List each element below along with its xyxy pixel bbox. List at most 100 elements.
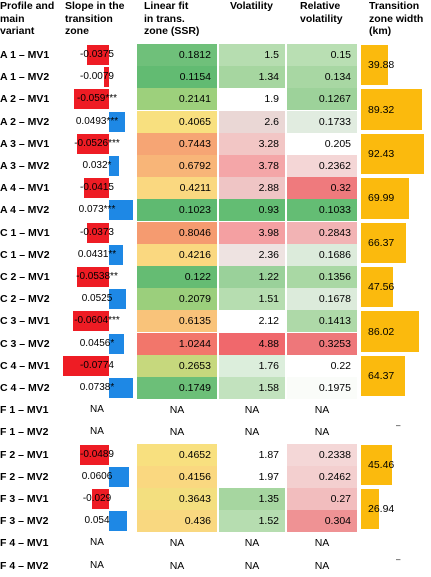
relative-volatility-cell: 0.2843 [287, 221, 357, 244]
slope-bar-cell [59, 156, 135, 176]
volatility-cell: 1.58 [219, 377, 285, 399]
row-label: C 3 – MV2 [0, 337, 50, 350]
width-bar [361, 222, 407, 263]
volatility-cell: 1.35 [219, 488, 285, 510]
relative-volatility-cell: 0.205 [287, 132, 357, 155]
slope-value: NA [90, 559, 104, 571]
header-width: Transition zone width (km) [369, 0, 424, 37]
table-row: F 4 – MV1 NA NA NA NA [0, 532, 431, 555]
ssr-cell: 0.4652 [137, 443, 217, 466]
slope-bar-cell [59, 89, 135, 110]
row-label: F 4 – MV2 [0, 559, 49, 572]
table-row: C 3 – MV1 -0.0604*** 0.6135 2.12 0.1413 [0, 310, 431, 333]
ssr-cell: NA [137, 554, 217, 577]
ssr-cell: 0.4211 [137, 177, 217, 200]
relative-volatility-cell: 0.3253 [287, 332, 357, 355]
slope-bar-cell [59, 200, 135, 221]
volatility-cell: 1.5 [219, 44, 285, 66]
slope-bar-negative [84, 178, 109, 199]
slope-bar-cell [59, 45, 135, 65]
table-row: F 3 – MV1 -0.029 0.3643 1.35 0.27 [0, 488, 431, 510]
width-value: 66.37 [368, 236, 395, 249]
ssr-cell: NA [137, 421, 217, 444]
row-label: F 4 – MV1 [0, 537, 49, 550]
width-missing: – [396, 554, 401, 564]
slope-value: -0.0375 [80, 49, 114, 60]
table-row: F 3 – MV2 0.054 0.436 1.52 0.304 [0, 510, 431, 533]
width-bar [361, 89, 422, 130]
slope-bar-cell [59, 355, 135, 376]
volatility-cell: 1.22 [219, 266, 285, 288]
slope-bar-negative [104, 67, 109, 88]
volatility-cell: 3.78 [219, 155, 285, 177]
slope-value: -0.0538** [76, 271, 118, 282]
volatility-cell: NA [219, 421, 285, 444]
slope-bar-negative [79, 444, 109, 465]
relative-volatility-cell: 0.22 [287, 354, 357, 377]
ssr-cell: 0.3643 [137, 488, 217, 510]
slope-bar-positive [109, 466, 129, 487]
row-label: A 2 – MV1 [0, 93, 50, 106]
volatility-cell: 1.97 [219, 465, 285, 488]
slope-bar-cell [59, 67, 135, 88]
relative-volatility-cell: NA [287, 532, 357, 555]
slope-bar-positive [109, 244, 123, 265]
table-row: A 1 – MV1 -0.0375 0.1812 1.5 0.15 [0, 44, 431, 66]
relative-volatility-cell: 0.15 [287, 44, 357, 66]
width-bar [361, 133, 424, 175]
volatility-cell: 1.76 [219, 354, 285, 377]
slope-bar-positive [109, 511, 127, 532]
ssr-cell: NA [137, 532, 217, 555]
row-label: F 1 – MV1 [0, 404, 49, 417]
row-label: C 2 – MV1 [0, 271, 50, 283]
relative-volatility-cell: 0.1975 [287, 377, 357, 399]
slope-bar-negative [76, 267, 109, 287]
width-value: 64.37 [368, 370, 395, 382]
table-row: C 1 – MV2 0.0431** 0.4216 2.36 0.1686 [0, 243, 431, 266]
slope-bar-negative [91, 489, 109, 509]
relative-volatility-cell: NA [287, 421, 357, 444]
table-row: C 1 – MV1 -0.0373 0.8046 3.98 0.2843 [0, 221, 431, 244]
row-label: A 4 – MV1 [0, 182, 50, 195]
header-slope: Slope in the transition zone [65, 0, 125, 37]
volatility-cell: 1.87 [219, 443, 285, 466]
width-value: 69.99 [368, 192, 395, 205]
volatility-cell: 1.52 [219, 510, 285, 533]
slope-bar-positive [109, 378, 133, 398]
row-label: F 1 – MV2 [0, 426, 49, 439]
volatility-cell: NA [219, 532, 285, 555]
table-row: C 4 – MV1 -0.0774 0.2653 1.76 0.22 [0, 354, 431, 377]
row-label: F 3 – MV2 [0, 515, 49, 528]
relative-volatility-cell: 0.1733 [287, 110, 357, 133]
ssr-cell: 1.0244 [137, 332, 217, 355]
width-value: 39.88 [368, 59, 395, 72]
slope-value: 0.0456* [79, 337, 115, 349]
relative-volatility-cell: 0.1413 [287, 310, 357, 333]
relative-volatility-cell: 0.1033 [287, 199, 357, 222]
slope-value: NA [90, 537, 104, 549]
relative-volatility-cell: 0.32 [287, 177, 357, 200]
table-row: A 2 – MV2 0.0493*** 0.4065 2.6 0.1733 [0, 110, 431, 133]
slope-value: 0.0606 [81, 470, 113, 482]
row-label: F 3 – MV1 [0, 493, 49, 505]
slope-bar-cell [59, 111, 135, 132]
relative-volatility-cell: 0.304 [287, 510, 357, 533]
volatility-cell: 1.51 [219, 288, 285, 311]
slope-bar-cell [59, 511, 135, 532]
slope-value: NA [90, 404, 104, 416]
header-ssr: Linear fit in trans. zone (SSR) [144, 0, 200, 37]
volatility-cell: 3.98 [219, 221, 285, 244]
slope-value: -0.0373 [80, 226, 114, 238]
slope-bar-negative [72, 311, 109, 332]
ssr-cell: 0.1023 [137, 199, 217, 222]
slope-bar-positive [109, 289, 127, 310]
slope-bar-negative [77, 133, 109, 154]
slope-value: NA [90, 426, 104, 438]
ssr-cell: 0.6792 [137, 155, 217, 177]
relative-volatility-cell: 0.1686 [287, 243, 357, 266]
slope-bar-cell [59, 133, 135, 154]
slope-value: -0.0415 [80, 182, 114, 194]
relative-volatility-cell: NA [287, 399, 357, 422]
slope-value: -0.0526*** [74, 137, 120, 149]
row-label: C 1 – MV1 [0, 226, 50, 239]
